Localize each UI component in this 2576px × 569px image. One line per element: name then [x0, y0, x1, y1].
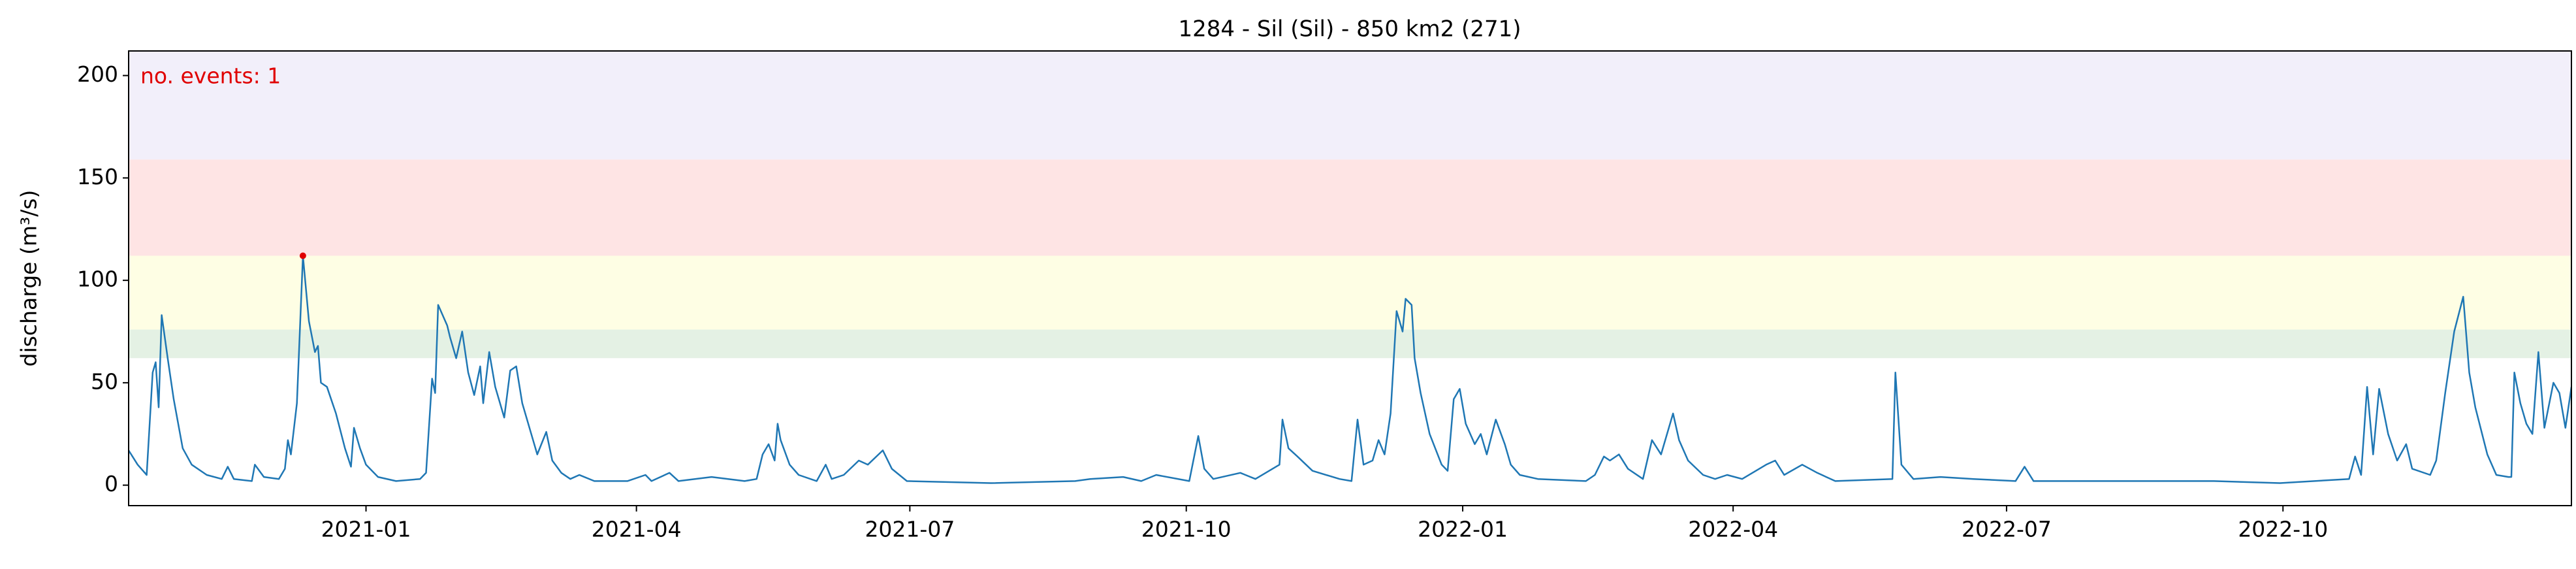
threshold-band: [129, 329, 2571, 359]
x-tick-label: 2021-04: [592, 517, 682, 542]
x-tick-label: 2021-10: [1141, 517, 1232, 542]
x-tick-label: 2022-04: [1688, 517, 1778, 542]
threshold-band: [129, 159, 2571, 256]
threshold-band: [129, 51, 2571, 160]
y-axis-label: discharge (m³/s): [16, 190, 42, 367]
threshold-band: [129, 255, 2571, 330]
y-tick-label: 100: [77, 267, 118, 292]
y-tick-label: 150: [77, 164, 118, 189]
plot-frame: [128, 50, 2572, 506]
x-tick-label: 2022-01: [1418, 517, 1508, 542]
x-tick-label: 2022-10: [2238, 517, 2328, 542]
discharge-line: [129, 255, 2571, 484]
x-tick-label: 2022-07: [1962, 517, 2052, 542]
x-tick-label: 2021-01: [321, 517, 411, 542]
x-tick-label: 2021-07: [865, 517, 955, 542]
y-tick-label: 0: [104, 471, 118, 496]
event-point: [299, 252, 306, 259]
y-tick-label: 50: [91, 368, 118, 394]
y-tick-label: 200: [77, 61, 118, 87]
chart-title: 1284 - Sil (Sil) - 850 km2 (271): [1179, 16, 1521, 42]
event-count: no. events: 1: [140, 63, 281, 89]
